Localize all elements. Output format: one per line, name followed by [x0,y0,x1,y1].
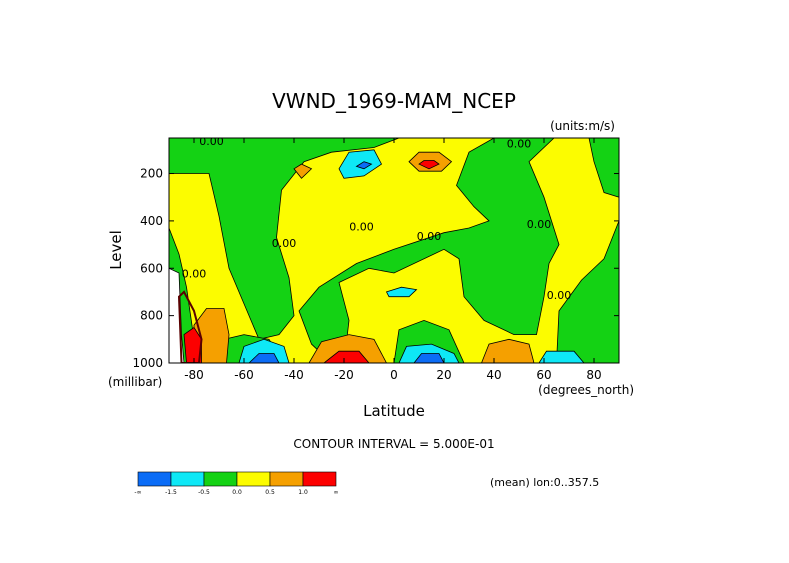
contour-label: 0.00 [199,135,224,148]
contour-region [355,161,373,170]
y-tick-label: 200 [140,167,163,181]
y-tick-label: 800 [140,309,163,323]
colorbar-swatch [236,471,271,487]
x-tick-label: 60 [536,368,551,382]
y-tick-label: 600 [140,261,163,275]
colorbar-label: 0.5 [265,489,275,496]
mean-text: (mean) lon:0..357.5 [490,476,599,489]
contour-label: 0.00 [417,230,442,243]
contour-region [238,338,290,363]
colorbar-swatch [137,471,172,487]
contour-field [169,138,619,363]
contour-label: 0.00 [507,137,532,150]
contour-label: 0.00 [527,218,552,231]
contour-region [538,350,585,363]
x-axis-unit: (degrees_north) [538,383,634,397]
x-axis: -80 -60 -40 -20 0 20 40 60 80 [184,138,602,382]
contour-region [248,353,280,363]
contour-label: 0.00 [272,237,297,250]
contour-interval-text: CONTOUR INTERVAL = 5.000E-01 [293,437,494,451]
x-tick-label: -60 [234,368,254,382]
y-axis-unit: (millibar) [108,375,162,389]
colorbar-swatch [269,471,304,487]
colorbar-swatch [170,471,205,487]
dense-contour-lines [177,290,203,363]
chart-title: VWND_1969-MAM_NCEP [272,89,516,113]
x-axis-title: Latitude [363,402,425,420]
contour-region [298,138,560,363]
units-label: (units:m/s) [550,119,615,133]
colorbar-label: 1.0 [298,489,308,496]
contour-region [556,220,619,363]
x-tick-label: 40 [486,368,501,382]
y-tick-label: 1000 [132,356,163,370]
contour-labels: 0.00 0.00 0.00 0.00 0.00 0.00 0.00 0.00 [182,135,572,302]
colorbar-label: 0.0 [232,489,242,496]
colorbar-swatch [302,471,337,487]
contour-region [481,338,535,363]
contour-region [193,308,230,363]
colorbar: -∞ -1.5 -0.5 0.0 0.5 1.0 ∞ [134,471,339,496]
x-tick-label: -20 [334,368,354,382]
x-tick-label: 80 [586,368,601,382]
colorbar-label: ∞ [334,489,339,496]
contour-region [413,353,445,363]
contour-region [323,350,370,363]
contour-region [385,286,418,298]
y-axis: 200 400 600 800 1000 [132,167,619,370]
colorbar-swatch [203,471,238,487]
x-tick-label: -40 [284,368,304,382]
y-tick-label: 400 [140,214,163,228]
contour-region [418,160,440,170]
contour-region [588,138,619,198]
x-tick-label: 20 [436,368,451,382]
x-tick-label: 0 [390,368,398,382]
colorbar-label: -0.5 [198,489,210,496]
contour-label: 0.00 [182,268,207,281]
contour-label: 0.00 [349,220,374,233]
colorbar-label: -∞ [134,489,141,496]
x-tick-label: -80 [184,368,204,382]
contour-label: 0.00 [547,289,572,302]
contour-region [308,334,387,363]
contour-region [169,138,400,340]
colorbar-label: -1.5 [165,489,177,496]
contour-region [293,163,313,179]
y-axis-title: Level [107,230,125,270]
contour-region [183,326,202,363]
